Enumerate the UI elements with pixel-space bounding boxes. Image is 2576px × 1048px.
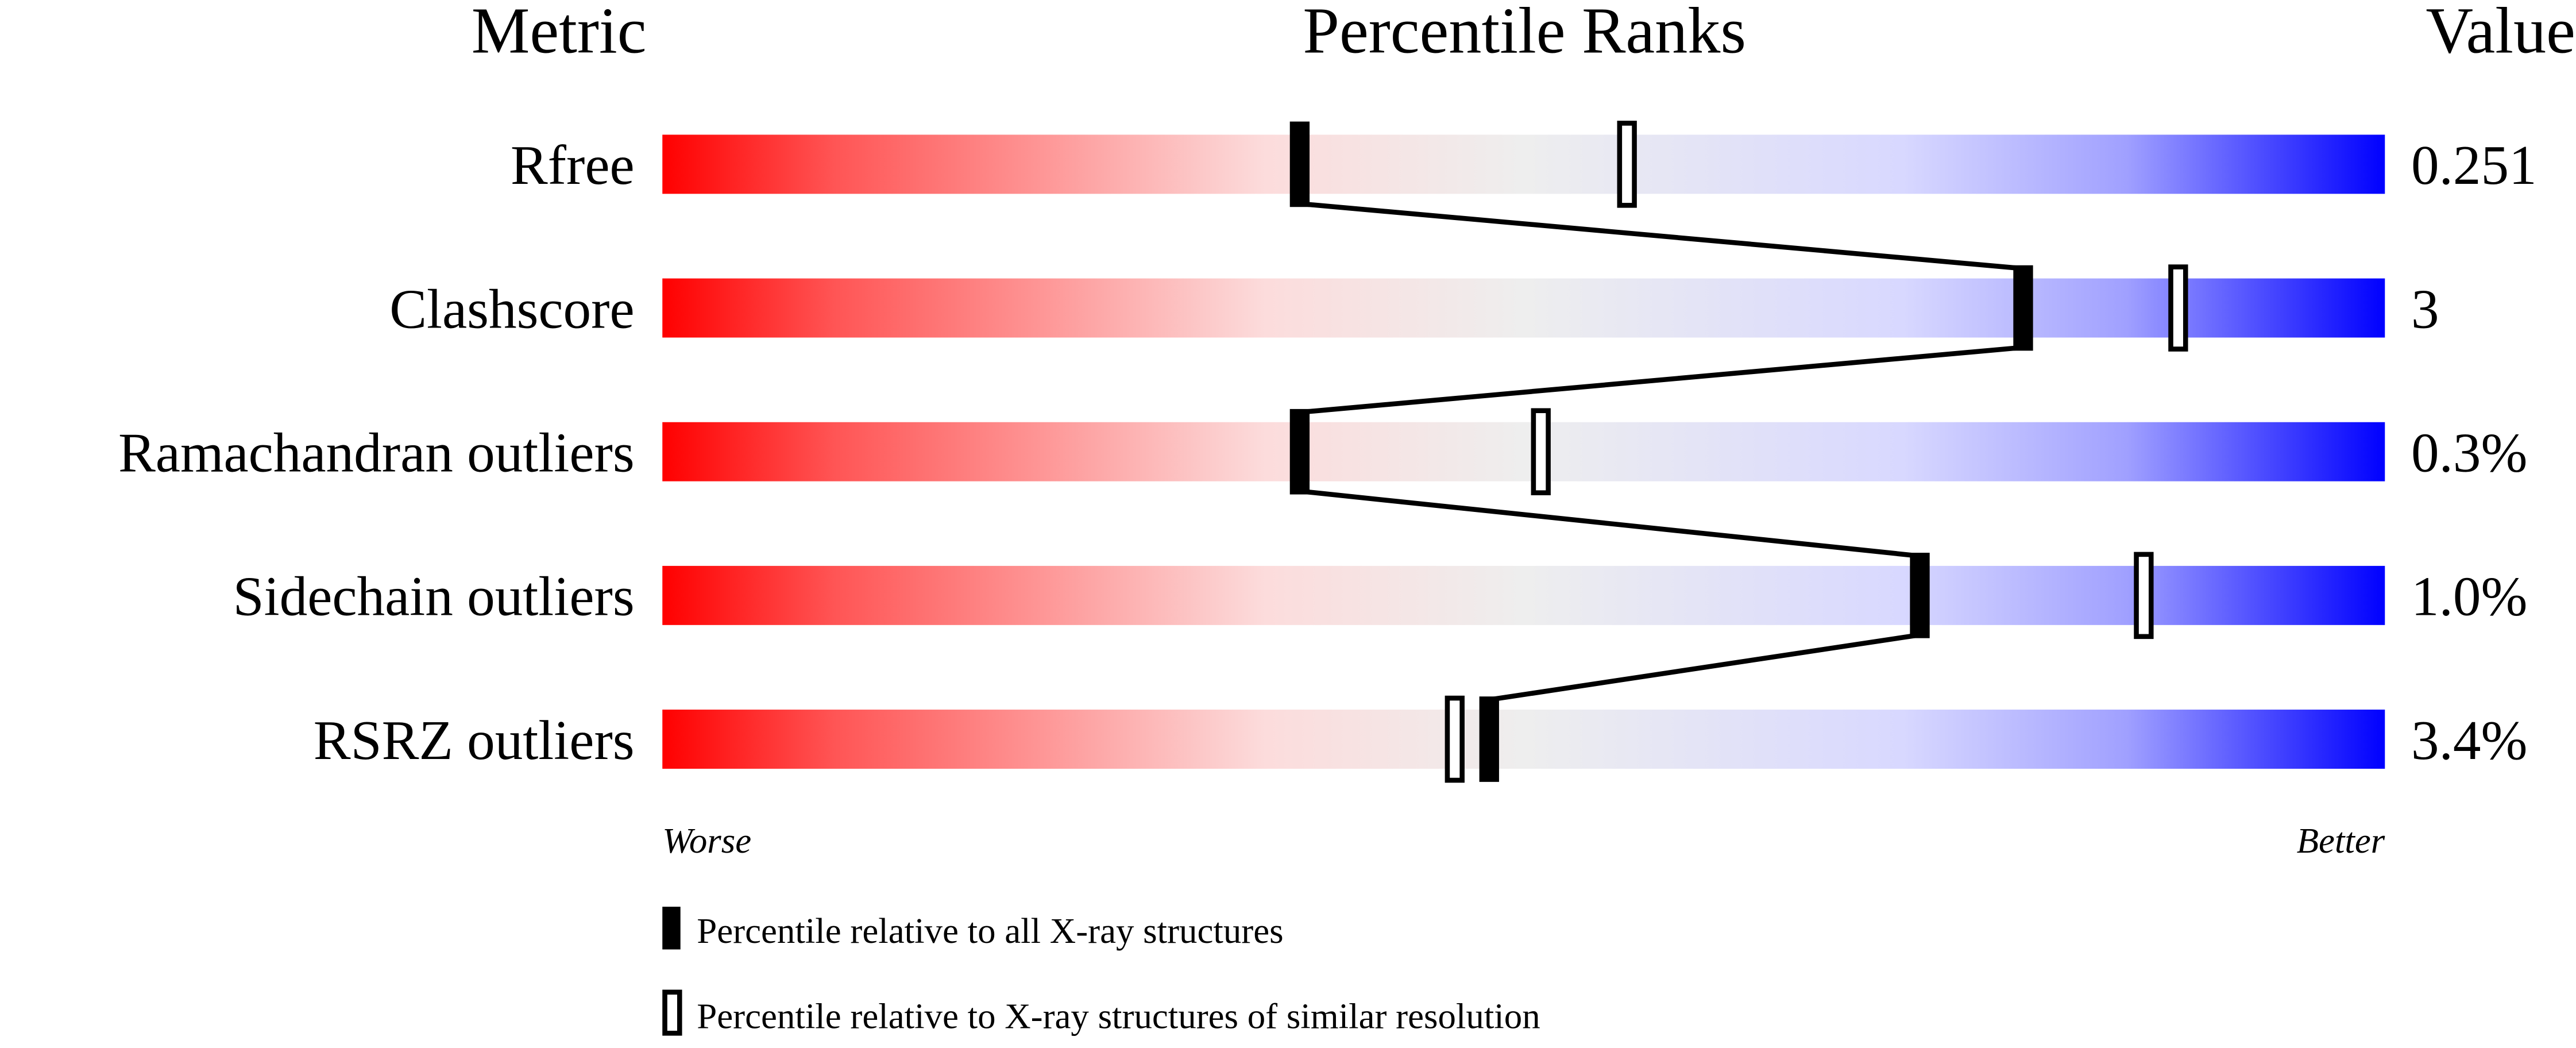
metric-label: Ramachandran outliers bbox=[118, 422, 635, 484]
percentile-all-marker bbox=[1479, 696, 1499, 782]
metric-value: 3 bbox=[2411, 278, 2439, 340]
metric-label: RSRZ outliers bbox=[314, 710, 635, 772]
legend-filled-marker bbox=[662, 907, 681, 950]
percentile-bar bbox=[662, 565, 2385, 625]
header-metric: Metric bbox=[472, 0, 647, 67]
percentile-all-marker bbox=[1289, 409, 1310, 495]
metric-value: 0.251 bbox=[2411, 134, 2537, 196]
connector-line bbox=[1299, 488, 1920, 559]
metric-value: 1.0% bbox=[2411, 566, 2527, 628]
percentile-bar bbox=[662, 134, 2385, 194]
connector-line bbox=[1299, 201, 2023, 271]
metric-value: 0.3% bbox=[2411, 422, 2527, 484]
percentile-all-marker bbox=[2013, 265, 2033, 351]
metric-label: Sidechain outliers bbox=[233, 566, 635, 628]
header-percentile-ranks: Percentile Ranks bbox=[1303, 0, 1746, 67]
percentile-similar-marker bbox=[1617, 121, 1637, 208]
legend-hollow-label: Percentile relative to X-ray structures … bbox=[697, 996, 1540, 1037]
percentile-bar bbox=[662, 278, 2385, 338]
connector-line bbox=[1299, 345, 2023, 415]
metric-label: Rfree bbox=[511, 134, 635, 196]
legend-hollow-marker bbox=[662, 989, 682, 1036]
percentile-similar-marker bbox=[1531, 408, 1551, 495]
better-label: Better bbox=[2297, 820, 2385, 861]
percentile-similar-marker bbox=[2134, 552, 2154, 639]
percentile-all-marker bbox=[1289, 121, 1310, 207]
percentile-similar-marker bbox=[2168, 264, 2188, 352]
worse-label: Worse bbox=[662, 820, 751, 861]
legend-filled-label: Percentile relative to all X-ray structu… bbox=[697, 911, 1283, 951]
header-value: Value bbox=[2426, 0, 2575, 67]
metric-label: Clashscore bbox=[389, 278, 634, 340]
metric-value: 3.4% bbox=[2411, 710, 2527, 772]
percentile-bar bbox=[662, 422, 2385, 481]
percentile-all-marker bbox=[1910, 553, 1930, 638]
percentile-similar-marker bbox=[1445, 695, 1465, 783]
connector-line bbox=[1489, 632, 1921, 703]
percentile-bar bbox=[662, 710, 2385, 769]
